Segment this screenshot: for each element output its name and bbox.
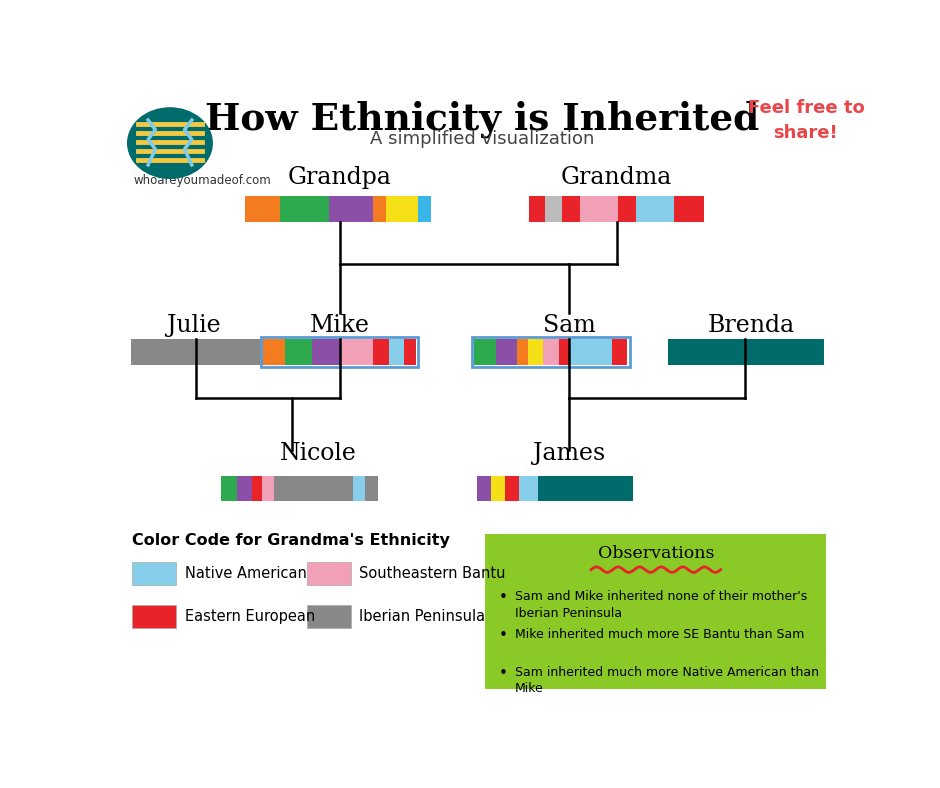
Text: Color Code for Grandma's Ethnicity: Color Code for Grandma's Ethnicity [132,533,450,548]
Text: •: • [498,666,508,681]
Bar [538,476,634,501]
Text: Feel free to
share!: Feel free to share! [747,98,864,142]
Bar [252,476,261,501]
Bar [517,339,528,365]
Text: Mike: Mike [309,314,369,337]
Bar [491,476,505,501]
Bar [543,339,558,365]
Text: Julie: Julie [167,314,221,337]
Bar [519,476,538,501]
Text: Mike inherited much more SE Bantu than Sam: Mike inherited much more SE Bantu than S… [514,628,804,641]
Bar [404,339,416,365]
Bar [472,336,630,367]
Bar [570,339,612,365]
Text: •: • [498,590,508,605]
Bar [558,339,570,365]
Bar [306,563,351,585]
Bar [477,476,491,501]
Text: Nicole: Nicole [279,442,356,465]
Bar [352,476,365,501]
Bar [545,196,562,222]
Bar [373,196,386,222]
Bar [312,339,339,365]
Text: James: James [533,442,605,465]
Bar [365,476,378,501]
Bar [339,339,373,365]
Bar [285,339,312,365]
Bar [221,476,237,501]
Bar [132,605,176,628]
Bar [263,339,285,365]
Bar [306,605,351,628]
Bar [329,196,373,222]
Bar [562,196,580,222]
Bar [373,339,388,365]
Bar [261,476,274,501]
Bar [274,476,352,501]
Bar [261,336,418,367]
Text: Grandpa: Grandpa [288,165,392,188]
Bar [496,339,517,365]
Bar [528,339,543,365]
Text: •: • [498,628,508,643]
Bar [131,339,269,365]
Bar [280,196,329,222]
Bar [580,196,619,222]
Bar [619,196,635,222]
Circle shape [128,108,212,178]
Text: Southeastern Bantu: Southeastern Bantu [359,567,506,582]
Text: Iberian Peninsula: Iberian Peninsula [359,609,485,624]
Text: How Ethnicity is Inherited: How Ethnicity is Inherited [205,100,759,138]
Text: Brenda: Brenda [708,314,795,337]
Text: Native American: Native American [184,567,306,582]
Text: whoareyoumadeof.com: whoareyoumadeof.com [133,174,272,188]
Bar [529,196,545,222]
Text: Observations: Observations [598,545,714,563]
Text: Sam inherited much more Native American than
Mike: Sam inherited much more Native American … [514,666,819,695]
Text: Grandma: Grandma [561,165,672,188]
Bar [635,196,674,222]
Bar [612,339,628,365]
Text: Sam and Mike inherited none of their mother's
Iberian Peninsula: Sam and Mike inherited none of their mot… [514,590,807,620]
Bar [475,339,496,365]
Text: Sam: Sam [542,314,596,337]
Bar [417,196,431,222]
Bar [386,196,417,222]
Bar [674,196,704,222]
Bar [667,339,824,365]
Bar [245,196,280,222]
Bar [505,476,519,501]
Text: A simplified visualization: A simplified visualization [369,131,594,148]
Bar [132,563,176,585]
Bar [237,476,252,501]
Bar [485,534,826,690]
Bar [388,339,404,365]
Text: Eastern European: Eastern European [184,609,315,624]
